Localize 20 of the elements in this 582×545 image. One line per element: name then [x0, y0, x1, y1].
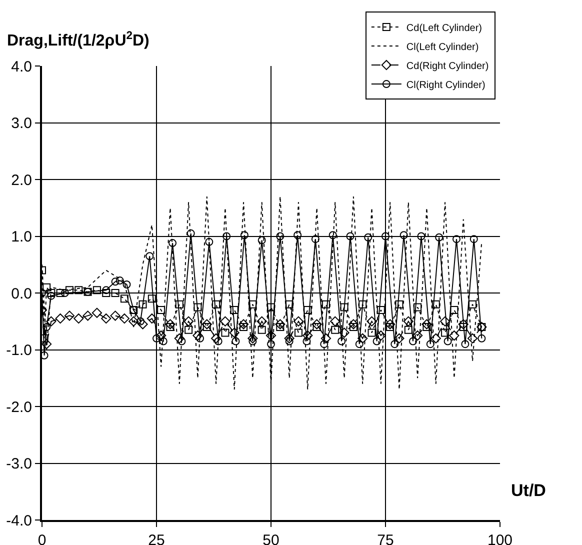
y-tick-label: -2.0: [6, 398, 32, 416]
legend-label: Cd(Right Cylinder): [406, 60, 489, 72]
y-tick-label: -4.0: [6, 512, 32, 530]
x-tick-label: 100: [487, 532, 513, 545]
y-axis-title: Drag,Lift/(1/2ρU$^{2}$D): [7, 30, 150, 50]
y-tick-label: 1.0: [11, 228, 32, 246]
legend-label: Cl(Left Cylinder): [406, 42, 479, 53]
x-tick-label: 25: [148, 532, 165, 545]
x-tick-label: 75: [377, 532, 394, 545]
y-tick-label: -3.0: [6, 456, 32, 472]
x-tick-label: 50: [262, 532, 280, 545]
legend-label: Cl(Right Cylinder): [406, 80, 486, 91]
legend-label: Cd(Left Cylinder): [406, 22, 482, 34]
x-axis-title: Ut/D: [511, 481, 546, 500]
y-tick-label: 3.0: [11, 115, 32, 132]
y-tick-label: -1.0: [6, 342, 32, 359]
x-tick-label: 0: [38, 532, 46, 545]
y-tick-label: 0.0: [11, 285, 32, 302]
y-tick-label: 4.0: [11, 58, 32, 76]
y-tick-label: 2.0: [11, 172, 32, 189]
